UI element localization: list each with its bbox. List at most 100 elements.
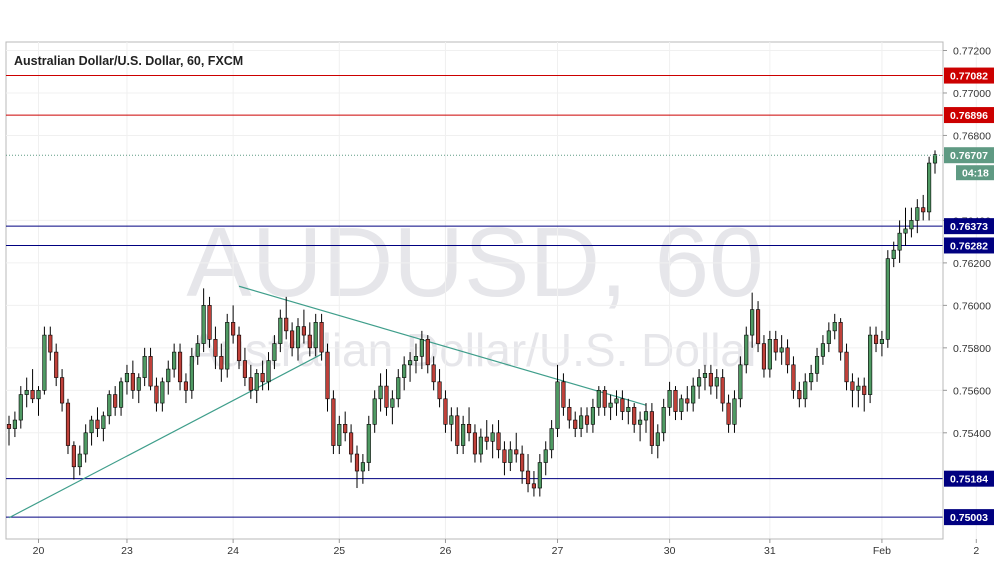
candle-body [579,415,584,429]
candle [891,241,896,268]
level-tag [944,470,994,487]
candle [897,220,902,263]
candle-body [260,373,265,383]
candle-body [868,334,873,395]
candle [714,369,719,399]
candle [879,330,884,357]
candle [773,330,778,361]
candle-body [655,432,660,446]
candle-body [160,381,165,404]
candle-body [850,381,855,391]
candle-body [231,322,236,336]
candle [301,309,306,344]
candle-body [673,390,678,412]
candle [608,394,613,421]
x-tick-label: 23 [121,545,133,557]
y-tick-label: 0.75600 [953,385,991,397]
x-tick-label: 25 [333,545,345,557]
candle-body [638,419,643,425]
candle [213,326,218,370]
candle [95,407,100,438]
candle [590,398,595,433]
candle-body [419,339,424,357]
x-tick-label: 31 [764,545,776,557]
trendline [238,285,647,406]
candle-body [236,334,242,361]
candle [378,373,383,412]
candle-body [555,381,560,429]
candle-body [891,249,896,259]
candles [6,150,938,497]
candle [720,369,725,412]
candle-body [779,347,784,353]
candle-body [590,407,595,425]
candle [555,364,560,438]
candle-body [791,364,796,391]
candle [466,407,472,442]
candle [579,407,584,438]
candle [685,386,690,412]
candle-body [750,309,755,336]
candle-body [408,360,413,366]
y-tick-label: 0.75800 [953,343,991,355]
candle-body [502,449,507,463]
candle-body [6,424,12,429]
candle-body [77,453,82,468]
candle-body [873,334,879,344]
candle-body [897,232,902,251]
candle [520,445,525,484]
level-tag-label: 0.76282 [950,240,988,252]
candle [349,424,354,463]
candle-body [24,390,29,395]
candle-body [755,309,761,344]
candle-body [142,356,147,378]
candle [932,150,938,174]
candle-body [201,305,206,344]
candle [461,415,466,455]
candle [272,335,277,370]
candle-body [667,390,672,408]
candle-body [431,364,436,383]
candle [868,326,873,404]
candle [372,390,377,433]
candle [826,322,831,353]
candle-body [531,483,536,489]
candle-body [113,394,118,408]
countdown-tag [956,165,994,181]
y-tick-label: 0.76000 [953,300,991,312]
candle-body [608,402,613,408]
candle-body [42,334,47,391]
candle [354,445,360,489]
candle-body [679,398,684,412]
candle [48,326,53,361]
candle-body [826,330,831,344]
candle-body [921,207,926,213]
candle [160,377,165,412]
candle-body [478,436,483,455]
candle [89,415,94,446]
candle-body [266,360,271,383]
candle [189,347,194,399]
candle [136,373,141,404]
level-tag [944,67,994,84]
candle-body [697,377,702,387]
candle-body [71,445,76,468]
candle [408,352,413,382]
candle [814,347,820,382]
candle [549,420,554,459]
candle [661,398,666,442]
candle [791,356,796,399]
candle [142,347,147,387]
candle-body [685,398,690,404]
candle-body [101,415,106,429]
candle-body [708,373,713,387]
candle-body [584,415,590,425]
candle [130,360,135,399]
candle [697,369,702,399]
candle [148,347,153,391]
candle [779,335,784,365]
candle-body [691,385,696,404]
candle [278,309,283,353]
